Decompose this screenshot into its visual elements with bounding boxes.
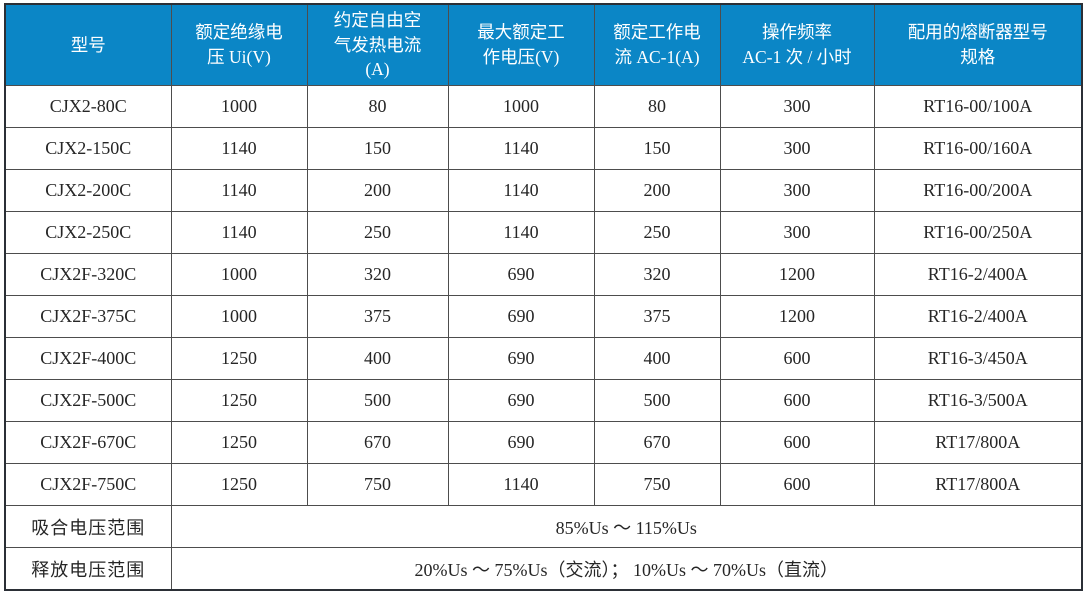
table-row: CJX2F-500C 1250 500 690 500 600 RT16-3/500A bbox=[4, 379, 1083, 422]
table-cell: 150 bbox=[306, 127, 449, 170]
table-cell: RT16-00/160A bbox=[873, 127, 1083, 170]
table-cell: 670 bbox=[306, 421, 449, 464]
table-row: CJX2F-375C 1000 375 690 375 1200 RT16-2/400A bbox=[4, 295, 1083, 338]
table-row: CJX2-200C 1140 200 1140 200 300 RT16-00/200A bbox=[4, 169, 1083, 212]
table-cell: 300 bbox=[719, 169, 875, 212]
model-cell: CJX2F-670C bbox=[4, 421, 172, 464]
table-row: CJX2F-750C 1250 750 1140 750 600 RT17/800A bbox=[4, 463, 1083, 506]
model-cell: CJX2F-375C bbox=[4, 295, 172, 338]
table-cell: 1000 bbox=[170, 85, 308, 128]
table-cell: 1140 bbox=[447, 463, 595, 506]
table-cell: 400 bbox=[306, 337, 449, 380]
table-cell: 300 bbox=[719, 211, 875, 254]
table-cell: 690 bbox=[447, 337, 595, 380]
table-cell: 300 bbox=[719, 85, 875, 128]
table-cell: 1140 bbox=[447, 169, 595, 212]
table-cell: 1000 bbox=[170, 295, 308, 338]
release-voltage-row: 释放电压范围 20%Us ～ 75%Us（交流）； 10%Us ～ 70%Us（… bbox=[4, 547, 1083, 591]
table-cell: 600 bbox=[719, 463, 875, 506]
table-cell: RT16-00/200A bbox=[873, 169, 1083, 212]
table-row: CJX2-250C 1140 250 1140 250 300 RT16-00/250A bbox=[4, 211, 1083, 254]
table-cell: RT16-3/500A bbox=[873, 379, 1083, 422]
table-cell: 300 bbox=[719, 127, 875, 170]
table-cell: RT16-3/450A bbox=[873, 337, 1083, 380]
model-cell: CJX2-80C bbox=[4, 85, 172, 128]
pull-in-voltage-value: 85%Us ～ 115%Us bbox=[170, 505, 1083, 548]
table-cell: 500 bbox=[593, 379, 721, 422]
table-footer: 吸合电压范围 85%Us ～ 115%Us 释放电压范围 20%Us ～ 75%… bbox=[4, 505, 1083, 591]
table-cell: 200 bbox=[306, 169, 449, 212]
model-cell: CJX2-150C bbox=[4, 127, 172, 170]
column-header-thermal-current: 约定自由空 气发热电流 (A) bbox=[306, 3, 449, 86]
table-cell: 600 bbox=[719, 421, 875, 464]
table-cell: 670 bbox=[593, 421, 721, 464]
table-cell: 1000 bbox=[170, 253, 308, 296]
table-cell: 80 bbox=[593, 85, 721, 128]
column-header-model: 型号 bbox=[4, 3, 172, 86]
table-cell: 500 bbox=[306, 379, 449, 422]
table-cell: 1250 bbox=[170, 337, 308, 380]
table-row: CJX2-150C 1140 150 1140 150 300 RT16-00/160A bbox=[4, 127, 1083, 170]
table-cell: 375 bbox=[306, 295, 449, 338]
table-cell: 1140 bbox=[447, 211, 595, 254]
table-cell: 1000 bbox=[447, 85, 595, 128]
page: 型号 额定绝缘电 压 Ui(V) 约定自由空 气发热电流 (A) 最大额定工 作… bbox=[4, 3, 1083, 591]
table-header: 型号 额定绝缘电 压 Ui(V) 约定自由空 气发热电流 (A) 最大额定工 作… bbox=[4, 3, 1083, 86]
model-cell: CJX2-250C bbox=[4, 211, 172, 254]
table-cell: 1140 bbox=[170, 169, 308, 212]
table-cell: 1140 bbox=[170, 127, 308, 170]
table-cell: 150 bbox=[593, 127, 721, 170]
release-voltage-label: 释放电压范围 bbox=[4, 547, 172, 591]
table-cell: 690 bbox=[447, 253, 595, 296]
table-cell: 400 bbox=[593, 337, 721, 380]
column-header-insulation-voltage: 额定绝缘电 压 Ui(V) bbox=[170, 3, 308, 86]
table-cell: 250 bbox=[593, 211, 721, 254]
model-cell: CJX2F-320C bbox=[4, 253, 172, 296]
table-cell: 1140 bbox=[170, 211, 308, 254]
pull-in-voltage-label: 吸合电压范围 bbox=[4, 505, 172, 548]
model-cell: CJX2F-750C bbox=[4, 463, 172, 506]
table-cell: 320 bbox=[306, 253, 449, 296]
table-row: CJX2F-670C 1250 670 690 670 600 RT17/800A bbox=[4, 421, 1083, 464]
column-header-max-working-voltage: 最大额定工 作电压(V) bbox=[447, 3, 595, 86]
model-cell: CJX2-200C bbox=[4, 169, 172, 212]
column-header-fuse-spec: 配用的熔断器型号 规格 bbox=[873, 3, 1083, 86]
table-cell: 750 bbox=[593, 463, 721, 506]
release-voltage-value: 20%Us ～ 75%Us（交流）； 10%Us ～ 70%Us（直流） bbox=[170, 547, 1083, 591]
table-cell: RT17/800A bbox=[873, 421, 1083, 464]
table-cell: 200 bbox=[593, 169, 721, 212]
column-header-operating-frequency: 操作频率 AC-1 次 / 小时 bbox=[719, 3, 875, 86]
header-row: 型号 额定绝缘电 压 Ui(V) 约定自由空 气发热电流 (A) 最大额定工 作… bbox=[4, 3, 1083, 86]
table-cell: 320 bbox=[593, 253, 721, 296]
model-cell: CJX2F-500C bbox=[4, 379, 172, 422]
pull-in-voltage-row: 吸合电压范围 85%Us ～ 115%Us bbox=[4, 505, 1083, 548]
table-row: CJX2F-320C 1000 320 690 320 1200 RT16-2/400A bbox=[4, 253, 1083, 296]
table-cell: RT16-00/100A bbox=[873, 85, 1083, 128]
table-cell: 690 bbox=[447, 421, 595, 464]
table-body: CJX2-80C 1000 80 1000 80 300 RT16-00/100A CJX2-… bbox=[4, 85, 1083, 506]
spec-table: 型号 额定绝缘电 压 Ui(V) 约定自由空 气发热电流 (A) 最大额定工 作… bbox=[4, 3, 1083, 591]
table-cell: 690 bbox=[447, 379, 595, 422]
table-cell: 1200 bbox=[719, 295, 875, 338]
model-cell: CJX2F-400C bbox=[4, 337, 172, 380]
table-cell: 80 bbox=[306, 85, 449, 128]
table-cell: RT16-2/400A bbox=[873, 253, 1083, 296]
table-cell: 1250 bbox=[170, 421, 308, 464]
table-row: CJX2F-400C 1250 400 690 400 600 RT16-3/450A bbox=[4, 337, 1083, 380]
table-cell: 600 bbox=[719, 337, 875, 380]
table-cell: 250 bbox=[306, 211, 449, 254]
table-cell: RT17/800A bbox=[873, 463, 1083, 506]
table-cell: 375 bbox=[593, 295, 721, 338]
column-header-rated-current: 额定工作电 流 AC-1(A) bbox=[593, 3, 721, 86]
table-cell: 750 bbox=[306, 463, 449, 506]
table-cell: 1140 bbox=[447, 127, 595, 170]
table-cell: RT16-2/400A bbox=[873, 295, 1083, 338]
table-cell: 1250 bbox=[170, 463, 308, 506]
table-cell: 690 bbox=[447, 295, 595, 338]
table-cell: 600 bbox=[719, 379, 875, 422]
table-cell: 1250 bbox=[170, 379, 308, 422]
table-row: CJX2-80C 1000 80 1000 80 300 RT16-00/100A bbox=[4, 85, 1083, 128]
table-cell: 1200 bbox=[719, 253, 875, 296]
table-cell: RT16-00/250A bbox=[873, 211, 1083, 254]
